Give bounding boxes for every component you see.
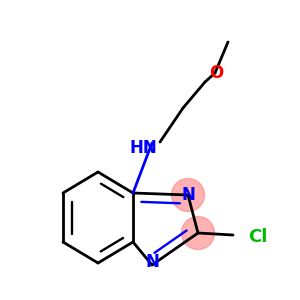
Text: N: N	[181, 186, 195, 204]
Text: O: O	[209, 64, 224, 82]
Text: N: N	[145, 253, 159, 271]
Circle shape	[172, 178, 205, 212]
Text: HN: HN	[129, 139, 157, 157]
Text: Cl: Cl	[248, 228, 268, 246]
Circle shape	[182, 217, 214, 250]
